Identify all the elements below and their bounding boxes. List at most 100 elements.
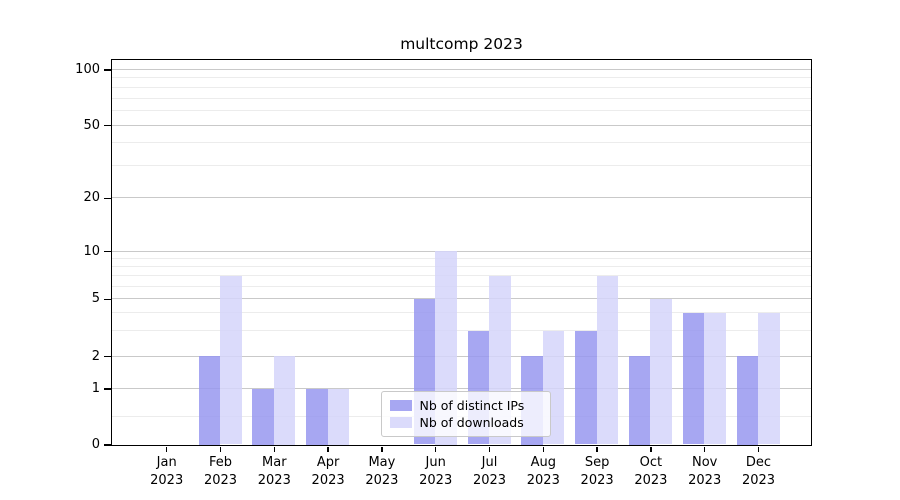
x-tick-year: 2023 <box>419 472 453 488</box>
y-tick-label: 1 <box>91 381 100 396</box>
gridline-major <box>111 250 811 252</box>
x-tick-mark <box>596 446 598 452</box>
gridline-minor <box>111 77 811 79</box>
x-tick-label: Jun 2023 <box>404 454 468 489</box>
bar <box>596 275 619 445</box>
x-tick-month: May <box>368 455 396 470</box>
x-tick-mark <box>488 446 491 452</box>
x-tick-mark <box>166 446 168 452</box>
bar <box>628 356 651 445</box>
bar <box>273 356 296 445</box>
y-tick-label: 2 <box>91 348 100 364</box>
gridline-minor <box>111 265 811 267</box>
y-tick-mark <box>104 298 111 300</box>
gridline-minor <box>111 110 811 112</box>
bar <box>575 330 597 445</box>
x-tick-month: Jul <box>481 455 498 470</box>
x-tick-year: 2023 <box>150 472 184 488</box>
y-tick-label: 100 <box>75 62 100 77</box>
x-tick-mark <box>219 446 222 452</box>
bar <box>758 312 780 445</box>
x-tick-month: Mar <box>262 455 287 470</box>
x-tick-mark <box>650 446 652 452</box>
x-tick-year: 2023 <box>688 472 722 488</box>
chart-title: multcomp 2023 <box>400 35 523 53</box>
x-tick-month: Apr <box>316 455 340 470</box>
x-tick-mark <box>435 446 437 452</box>
gridline-minor <box>111 312 811 314</box>
x-tick-label: Jul 2023 <box>458 454 522 489</box>
x-tick-label: Jan 2023 <box>135 454 199 489</box>
bar <box>306 388 328 445</box>
x-tick-year: 2023 <box>257 472 291 488</box>
legend: Nb of distinct IPs Nb of downloads <box>380 390 551 437</box>
gridline-major <box>111 298 811 300</box>
x-tick-mark <box>327 446 329 452</box>
gridline-minor <box>111 165 811 167</box>
x-tick-label: Apr 2023 <box>296 454 360 489</box>
x-tick-year: 2023 <box>311 472 345 488</box>
gridline-major <box>111 69 811 70</box>
y-tick-label: 50 <box>83 117 100 133</box>
x-tick-month: Feb <box>208 455 233 470</box>
x-tick-mark <box>704 446 706 452</box>
y-tick-mark <box>104 125 111 127</box>
x-tick-year: 2023 <box>580 472 614 488</box>
y-tick-label: 5 <box>91 291 100 307</box>
x-tick-month: Nov <box>692 455 718 470</box>
bar <box>252 388 274 445</box>
legend-label: Nb of distinct IPs <box>419 398 525 413</box>
x-tick-mark <box>381 446 383 452</box>
bar <box>220 275 242 445</box>
x-tick-month: Aug <box>530 455 556 470</box>
y-tick-label: 20 <box>83 190 100 206</box>
gridline-major <box>111 355 811 357</box>
gridline-minor <box>111 97 811 99</box>
x-tick-label: Mar 2023 <box>242 454 306 489</box>
x-tick-month: Dec <box>745 455 772 470</box>
gridline-minor <box>111 330 811 332</box>
legend-item: Nb of distinct IPs <box>389 398 541 414</box>
gridline-minor <box>111 275 811 277</box>
x-tick-label: May 2023 <box>350 454 414 489</box>
gridline-minor <box>111 285 811 287</box>
bar <box>650 298 672 445</box>
plot-area: Nb of distinct IPs Nb of downloads <box>110 58 812 446</box>
legend-item: Nb of downloads <box>389 415 541 431</box>
gridline-major <box>111 197 811 199</box>
y-tick-mark <box>104 355 111 358</box>
bar <box>682 312 705 445</box>
x-tick-mark <box>757 446 760 452</box>
x-tick-label: Feb 2023 <box>189 454 253 489</box>
bar <box>198 356 220 445</box>
x-tick-label: Nov 2023 <box>673 454 737 489</box>
x-tick-mark <box>273 446 275 452</box>
x-tick-month: Jan <box>156 455 177 470</box>
x-tick-year: 2023 <box>365 472 399 488</box>
x-tick-label: Aug 2023 <box>511 454 575 489</box>
y-tick-mark <box>104 250 111 253</box>
gridline-minor <box>111 257 811 259</box>
bar <box>736 356 758 445</box>
bar <box>327 388 350 445</box>
legend-swatch <box>389 417 412 428</box>
gridline-major <box>111 388 811 389</box>
x-tick-month: Oct <box>639 455 663 470</box>
x-tick-month: Sep <box>584 455 610 470</box>
x-tick-label: Oct 2023 <box>619 454 683 489</box>
y-tick-mark <box>104 197 111 199</box>
x-tick-year: 2023 <box>634 472 668 488</box>
x-tick-label: Dec 2023 <box>727 454 791 489</box>
x-tick-month: Jun <box>425 455 446 470</box>
y-tick-mark <box>104 388 111 390</box>
y-tick-label: 10 <box>83 243 100 259</box>
y-tick-label: 0 <box>91 437 100 452</box>
y-tick-mark <box>104 444 111 446</box>
x-tick-year: 2023 <box>741 472 776 488</box>
gridline-minor <box>111 142 811 144</box>
legend-label: Nb of downloads <box>419 415 524 430</box>
x-tick-mark <box>542 446 544 452</box>
x-tick-year: 2023 <box>472 472 507 488</box>
bar <box>704 312 726 445</box>
